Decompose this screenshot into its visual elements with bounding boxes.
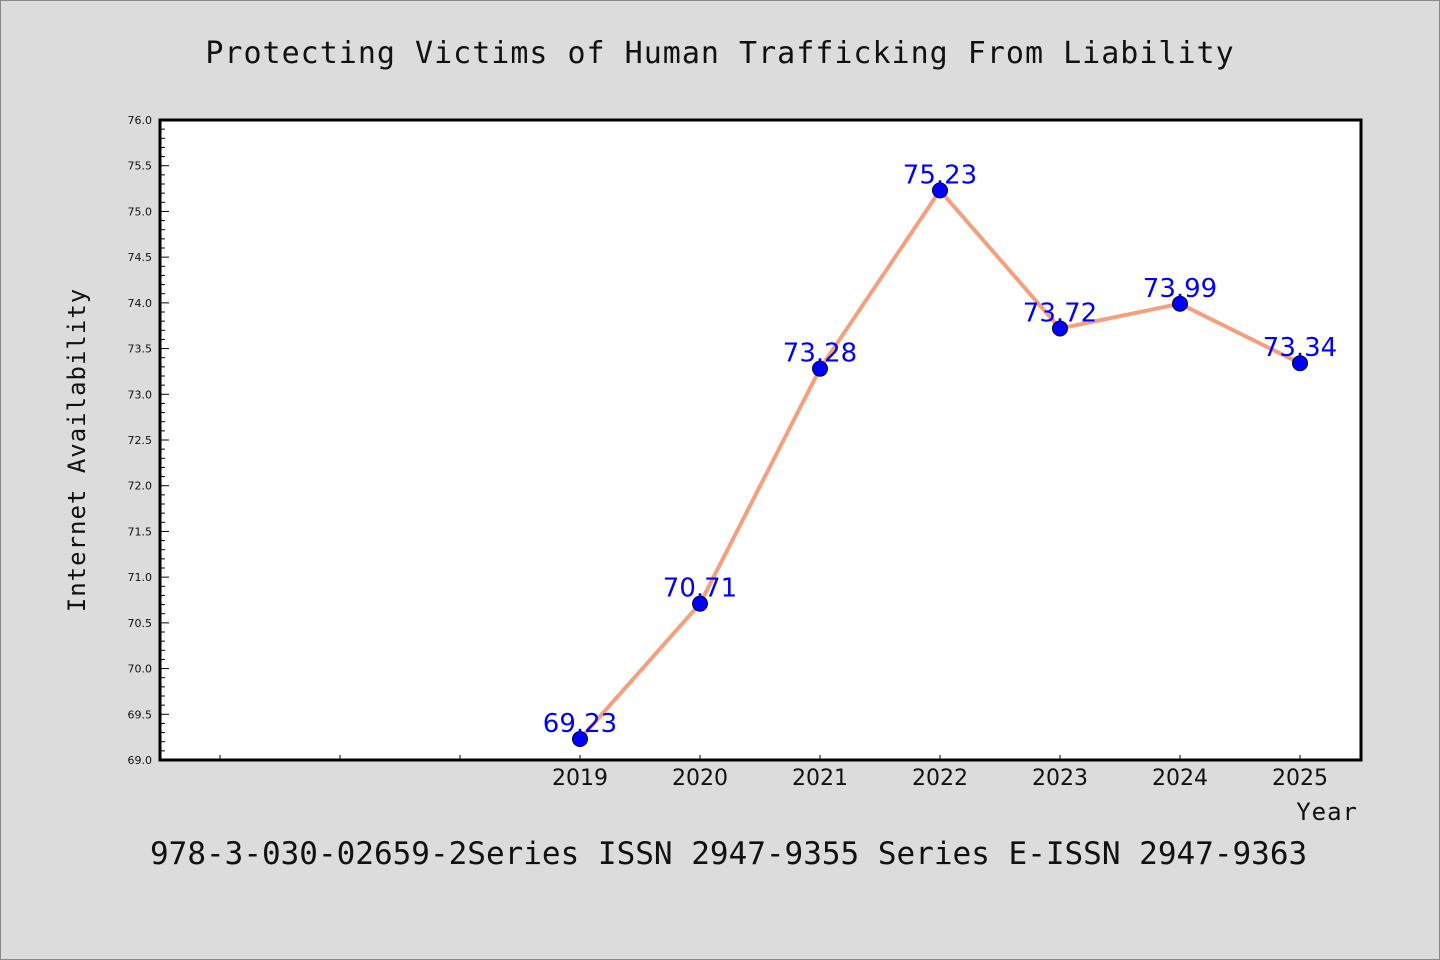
y-tick-label: 72.5 — [128, 434, 153, 447]
chart-title: Protecting Victims of Human Trafficking … — [205, 36, 1234, 71]
footer-text: 978-3-030-02659-2Series ISSN 2947-9355 S… — [150, 836, 1307, 872]
y-axis-title: Internet Availability — [63, 288, 91, 612]
x-tick-label: 2020 — [672, 766, 728, 791]
data-point — [572, 730, 588, 747]
data-point — [1292, 355, 1308, 372]
series-layer: 69.23 70.71 73.28 75.23 73.72 73.99 73.34 — [543, 160, 1337, 747]
data-point — [692, 595, 708, 612]
y-tick-label: 75.0 — [128, 205, 153, 218]
y-tick-label: 73.0 — [128, 388, 153, 401]
x-tick-label: 2019 — [552, 766, 608, 791]
x-tick-label: 2022 — [912, 766, 968, 791]
data-label: 73.28 — [783, 339, 857, 369]
plot-area — [158, 118, 1363, 762]
y-tick-label: 71.5 — [128, 525, 153, 538]
data-label: 69.23 — [543, 709, 617, 739]
y-tick-label: 69.0 — [128, 754, 153, 767]
x-axis-title: Year — [1296, 798, 1358, 826]
y-tick-label: 70.5 — [128, 617, 153, 630]
x-tick-label: 2024 — [1152, 766, 1208, 791]
y-tick-label: 75.5 — [128, 160, 153, 173]
y-axis: 69.0 69.5 70.0 70.5 71.0 71.5 72.0 72.5 73.0 73.5… — [128, 114, 169, 767]
data-point — [812, 360, 828, 377]
y-tick-label: 71.0 — [128, 571, 153, 584]
y-tick-label: 74.0 — [128, 297, 153, 310]
x-tick-label: 2025 — [1272, 766, 1328, 791]
y-tick-label: 70.0 — [128, 663, 153, 676]
data-point — [932, 182, 948, 199]
y-tick-label: 73.5 — [128, 343, 153, 356]
data-label: 70.71 — [663, 574, 737, 604]
x-tick-label: 2023 — [1032, 766, 1088, 791]
y-tick-label: 72.0 — [128, 480, 153, 493]
data-label: 73.72 — [1023, 298, 1097, 328]
data-label: 75.23 — [903, 160, 977, 190]
x-axis: 2019 2020 2021 2022 2023 2024 2025 — [219, 755, 1328, 791]
data-label: 73.34 — [1263, 333, 1337, 363]
data-label: 73.99 — [1143, 274, 1217, 304]
y-tick-label: 74.5 — [128, 251, 153, 264]
data-point — [1052, 320, 1068, 337]
y-tick-label: 69.5 — [128, 708, 153, 721]
data-point — [1172, 295, 1188, 312]
y-tick-label: 76.0 — [128, 114, 153, 127]
x-tick-label: 2021 — [792, 766, 848, 791]
